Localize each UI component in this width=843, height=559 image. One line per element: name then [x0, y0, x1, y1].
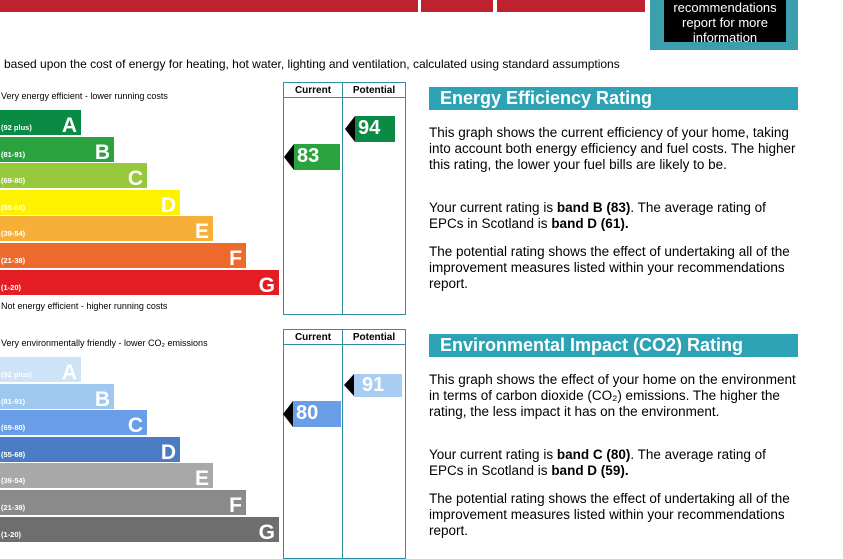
- environment-heading: Environmental Impact (CO2) Rating: [429, 334, 798, 357]
- energy-top-label: Very energy efficient - lower running co…: [1, 91, 168, 101]
- environment-band-range: (39-54): [1, 476, 26, 486]
- environment-band-letter: G: [258, 520, 275, 544]
- energy-current-statement: Your current rating is band B (83). The …: [429, 200, 766, 231]
- environment-band-range: (55-68): [1, 449, 26, 459]
- energy-potential-column: [342, 82, 406, 315]
- energy-band-letter: D: [160, 193, 176, 217]
- energy-current-pointer: [284, 144, 294, 170]
- energy-band-range: (1-20): [1, 282, 22, 292]
- environment-current-rating: 80: [283, 401, 341, 427]
- energy-band-range: (81-91): [1, 149, 26, 159]
- intro-text: based upon the cost of energy for heatin…: [4, 57, 620, 71]
- environment-band-b: (81-91) B: [0, 383, 114, 411]
- energy-band-letter: F: [229, 247, 242, 270]
- environment-band-a: (92 plus) A: [0, 357, 81, 384]
- energy-band-e: (39-54) E: [0, 216, 213, 244]
- energy-description: This graph shows the current efficiency …: [429, 125, 796, 172]
- environment-band-letter: F: [229, 494, 242, 517]
- environment-current-column: [283, 329, 343, 559]
- environment-band-g: (1-20) G: [0, 516, 279, 544]
- environment-top-label: Very environmentally friendly - lower CO…: [1, 338, 208, 348]
- environment-band-letter: E: [194, 467, 209, 491]
- energy-band-letter: C: [127, 167, 143, 191]
- environment-potential-rating: 91: [344, 374, 402, 397]
- energy-potential-statement: The potential rating shows the effect of…: [429, 244, 790, 291]
- environment-current-pointer: [283, 401, 293, 427]
- environment-band-letter: A: [61, 361, 77, 384]
- environment-band-letter: B: [94, 387, 110, 411]
- energy-band-a: (92 plus) A: [0, 110, 81, 137]
- energy-band-range: (69-80): [1, 176, 26, 186]
- environment-potential-statement: The potential rating shows the effect of…: [429, 491, 790, 538]
- energy-potential-pointer: [345, 116, 355, 142]
- energy-band-range: (21-38): [1, 256, 26, 265]
- environment-band-d: (55-68) D: [0, 436, 180, 464]
- energy-potential-rating: 94: [345, 116, 395, 142]
- environment-header-divider: [283, 344, 406, 345]
- header-strip-current: [421, 0, 493, 12]
- energy-band-chart: (92 plus) A (81-91) B (69-80) C (55-68) D (39-54…: [0, 110, 282, 297]
- environment-potential-column: [342, 329, 406, 559]
- recommendations-note: recommendations report for more informat…: [664, 0, 786, 45]
- energy-current-header: Current: [294, 85, 332, 96]
- energy-band-b: (81-91) B: [0, 136, 114, 164]
- energy-current-column: [283, 82, 343, 315]
- environment-potential-pointer: [344, 374, 354, 396]
- header-strip-potential: [497, 0, 645, 12]
- header-strip-left: [0, 0, 418, 12]
- environment-band-c: (69-80) C: [0, 410, 147, 438]
- energy-band-letter: G: [258, 273, 275, 297]
- energy-potential-header: Potential: [352, 85, 396, 96]
- environment-band-chart: (92 plus) A (81-91) B (69-80) C (55-68) D (39-54…: [0, 357, 282, 547]
- energy-heading: Energy Efficiency Rating: [429, 87, 798, 110]
- energy-current-rating: 83: [284, 144, 340, 170]
- energy-band-letter: B: [94, 140, 110, 164]
- energy-band-d: (55-68) D: [0, 189, 180, 217]
- energy-band-f: (21-38) F: [0, 243, 246, 270]
- environment-band-letter: D: [160, 440, 176, 464]
- environment-band-range: (1-20): [1, 529, 22, 539]
- environment-description: This graph shows the effect of your home…: [429, 372, 796, 419]
- energy-band-letter: E: [194, 220, 209, 244]
- energy-bottom-label: Not energy efficient - higher running co…: [1, 301, 168, 311]
- energy-band-c: (69-80) C: [0, 163, 147, 191]
- environment-band-range: (92 plus): [1, 370, 32, 379]
- environment-current-statement: Your current rating is band C (80). The …: [429, 447, 766, 478]
- energy-band-range: (55-68): [1, 202, 26, 212]
- energy-band-range: (92 plus): [1, 123, 32, 132]
- recommendations-panel: recommendations report for more informat…: [650, 0, 798, 50]
- environment-potential-header: Potential: [352, 332, 396, 343]
- environment-band-range: (69-80): [1, 423, 26, 433]
- environment-band-range: (21-38): [1, 503, 26, 512]
- environment-band-f: (21-38) F: [0, 490, 246, 517]
- environment-band-e: (39-54) E: [0, 463, 213, 491]
- energy-band-letter: A: [61, 114, 77, 137]
- energy-band-g: (1-20) G: [0, 269, 279, 297]
- energy-band-range: (39-54): [1, 229, 26, 239]
- environment-band-range: (81-91): [1, 396, 26, 406]
- energy-header-divider: [283, 97, 406, 98]
- environment-current-header: Current: [294, 332, 332, 343]
- environment-band-letter: C: [127, 414, 143, 438]
